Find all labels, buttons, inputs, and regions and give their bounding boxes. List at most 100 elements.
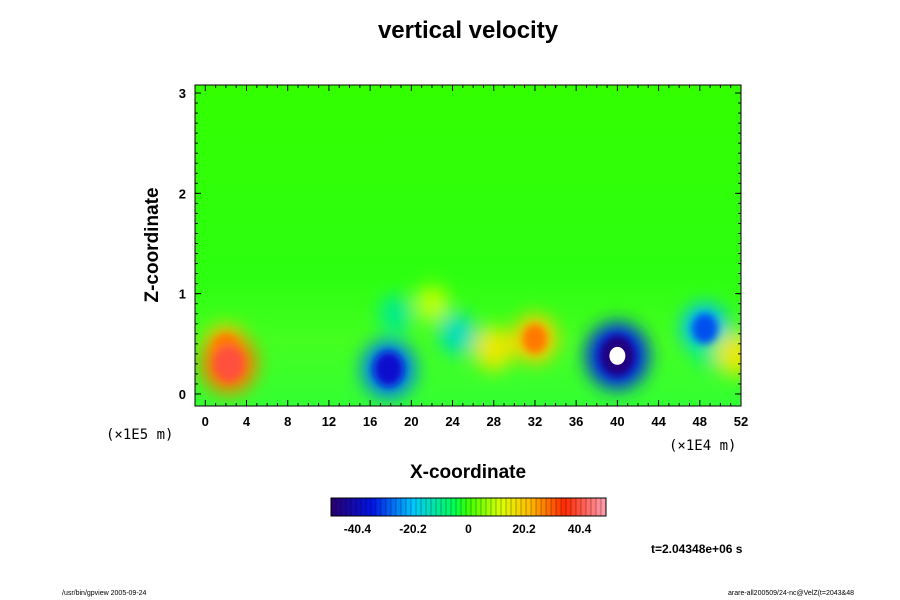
colorbar-cell (451, 498, 457, 516)
colorbar-cell (461, 498, 467, 516)
velocity-core (522, 324, 548, 354)
colorbar-cell (431, 498, 437, 516)
colorbar-cell (411, 498, 417, 516)
colorbar-tick-label: -40.4 (344, 522, 372, 536)
colorbar-cell (476, 498, 482, 516)
colorbar-cell (571, 498, 577, 516)
x-tick-label: 44 (651, 414, 666, 429)
colorbar-cell (341, 498, 347, 516)
x-scale-note: (×1E4 m) (669, 438, 736, 454)
velocity-core (373, 351, 404, 387)
x-tick-label: 48 (693, 414, 707, 429)
x-axis: 0 4 8 12 16 20 24 28 32 36 40 44 48 52 (202, 85, 748, 429)
chart-title: vertical velocity (378, 17, 559, 44)
x-tick-label: 20 (404, 414, 418, 429)
colorbar-cell (481, 498, 487, 516)
x-tick-label: 28 (487, 414, 501, 429)
colorbar-cell (556, 498, 562, 516)
x-tick-label: 8 (284, 414, 291, 429)
colorbar-cell (391, 498, 397, 516)
colorbar-cell (361, 498, 367, 516)
colorbar-cell (331, 498, 337, 516)
colorbar-frame (330, 497, 607, 517)
x-tick-label: 40 (610, 414, 624, 429)
saturated-spot (609, 346, 626, 365)
footer-right: arare-all200509/24-nc@VelZ(t=2043&48 (728, 590, 854, 597)
plot-background (195, 85, 741, 406)
colorbar-cell (426, 498, 432, 516)
colorbar-cell (351, 498, 357, 516)
x-tick-label: 4 (243, 414, 251, 429)
velocity-feature (715, 331, 741, 376)
velocity-feature (473, 326, 514, 371)
velocity-feature (415, 285, 449, 322)
y-axis-label: Z-coordinate (142, 187, 163, 302)
colorbar-cell (436, 498, 442, 516)
colorbar-cell (366, 498, 372, 516)
velocity-feature (438, 312, 477, 355)
footer-left: /usr/bin/gpview 2005-09-24 (62, 590, 147, 597)
x-tick-label: 16 (363, 414, 377, 429)
colorbar-cell (491, 498, 497, 516)
colorbar-cell (356, 498, 362, 516)
y-tick-label: 2 (179, 186, 186, 201)
velocity-feature (379, 294, 413, 333)
colorbar-cell (531, 498, 537, 516)
colorbar-cell (401, 498, 407, 516)
colorbar-cell (496, 498, 502, 516)
colorbar-tick-label: 0 (465, 522, 472, 536)
colorbar-cell (541, 498, 547, 516)
time-label: t=2.04348e+06 s (651, 542, 743, 556)
colorbar-cell (561, 498, 567, 516)
colorbar (330, 498, 607, 516)
velocity-core (213, 345, 245, 382)
x-axis-label: X-coordinate (410, 462, 526, 483)
colorbar-tick-label: 40.4 (568, 522, 592, 536)
colorbar-cell (601, 498, 607, 516)
colorbar-cell (446, 498, 452, 516)
plot-frame (194, 84, 742, 407)
colorbar-tick-label: 20.2 (512, 522, 536, 536)
y-tick-label: 0 (179, 387, 186, 402)
colorbar-cell (381, 498, 387, 516)
y-scale-note: (×1E5 m) (106, 427, 173, 443)
x-tick-label: 12 (322, 414, 336, 429)
colorbar-cell (441, 498, 447, 516)
colorbar-cell (551, 498, 557, 516)
colorbar-cell (406, 498, 412, 516)
plot-area (195, 85, 741, 406)
x-tick-label: 32 (528, 414, 542, 429)
colorbar-cell (511, 498, 517, 516)
colorbar-cell (486, 498, 492, 516)
colorbar-cell (586, 498, 592, 516)
colorbar-cell (386, 498, 392, 516)
x-tick-label: 52 (734, 414, 748, 429)
colorbar-cell (421, 498, 427, 516)
colorbar-cell (506, 498, 512, 516)
x-tick-label: 24 (445, 414, 460, 429)
colorbar-cell (546, 498, 552, 516)
colorbar-cell (466, 498, 472, 516)
colorbar-tick-label: -20.2 (399, 522, 427, 536)
colorbar-cell (516, 498, 522, 516)
colorbar-cell (521, 498, 527, 516)
colorbar-cell (376, 498, 382, 516)
colorbar-cell (396, 498, 402, 516)
x-tick-label: 0 (202, 414, 209, 429)
colorbar-ticks: -40.4 -20.2 0 20.2 40.4 (344, 522, 592, 536)
colorbar-cell (536, 498, 542, 516)
colorbar-cell (526, 498, 532, 516)
colorbar-cell (596, 498, 602, 516)
y-axis: 0 1 2 3 (179, 86, 741, 402)
x-tick-label: 36 (569, 414, 583, 429)
y-tick-label: 3 (179, 86, 186, 101)
colorbar-cell (336, 498, 342, 516)
colorbar-cell (456, 498, 462, 516)
colorbar-cell (471, 498, 477, 516)
colorbar-cell (346, 498, 352, 516)
velocity-core (692, 313, 718, 345)
colorbar-cell (591, 498, 597, 516)
colorbar-cell (416, 498, 422, 516)
colorbar-cell (501, 498, 507, 516)
